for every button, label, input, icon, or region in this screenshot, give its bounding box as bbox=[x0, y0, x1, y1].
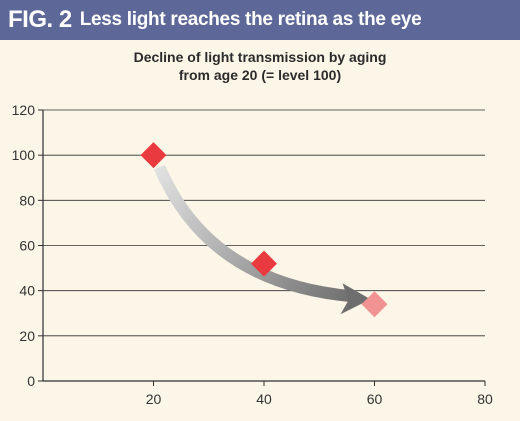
figure-title: Less light reaches the retina as the eye bbox=[79, 9, 422, 30]
figure-header: FIG. 2 Less light reaches the retina as … bbox=[0, 0, 520, 40]
axes bbox=[38, 109, 486, 386]
y-tick-label: 120 bbox=[12, 102, 36, 118]
data-point-age-60 bbox=[361, 291, 388, 318]
x-tick-label: 60 bbox=[367, 391, 383, 407]
trend-arrow-head bbox=[340, 283, 371, 315]
y-tick-label: 20 bbox=[19, 328, 35, 344]
y-tick-label: 80 bbox=[19, 192, 35, 208]
data-points bbox=[140, 142, 388, 318]
figure-label: FIG. 2 bbox=[8, 6, 72, 33]
data-point-age-20 bbox=[140, 142, 167, 169]
trend-arrow bbox=[153, 164, 371, 315]
y-tick-label: 60 bbox=[19, 238, 35, 254]
y-tick-label: 100 bbox=[12, 147, 36, 163]
chart-title: Decline of light transmission by aging f… bbox=[0, 48, 520, 84]
x-tick-label: 20 bbox=[146, 391, 162, 407]
data-point-age-40 bbox=[251, 250, 277, 277]
tick-labels: 0 20 40 60 80 100 120 20 40 60 80 bbox=[12, 102, 493, 407]
x-tick-label: 40 bbox=[256, 391, 272, 407]
chart-title-line-1: Decline of light transmission by aging bbox=[133, 49, 387, 65]
y-tick-label: 40 bbox=[19, 283, 35, 299]
chart-title-line-2: from age 20 (= level 100) bbox=[178, 67, 342, 83]
trend-arrow-body bbox=[153, 164, 354, 303]
grid-lines bbox=[43, 109, 485, 382]
y-tick-label: 0 bbox=[27, 373, 35, 389]
x-tick-label: 80 bbox=[477, 391, 493, 407]
